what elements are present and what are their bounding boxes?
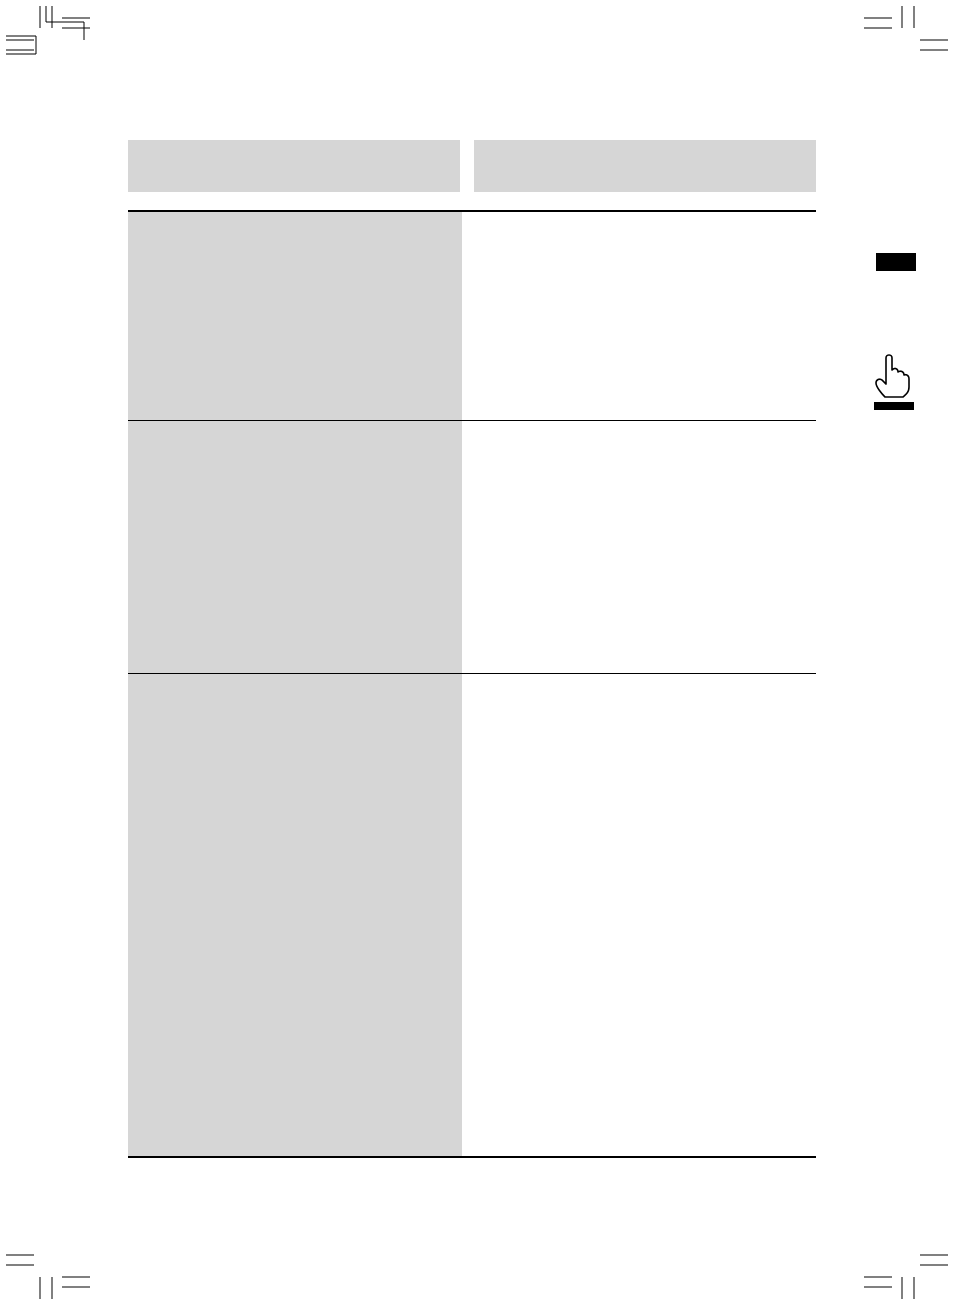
table-cell-left bbox=[128, 212, 462, 420]
hand-pointer-icon bbox=[872, 352, 916, 412]
table-cell-right bbox=[462, 212, 816, 420]
spec-table bbox=[128, 140, 816, 1158]
table-header-right bbox=[474, 140, 816, 192]
table-header-row bbox=[128, 140, 816, 192]
table-row bbox=[128, 674, 816, 1158]
table-header-left bbox=[128, 140, 460, 192]
side-tab-marker bbox=[876, 253, 916, 271]
page bbox=[0, 0, 954, 1305]
crop-mark-top-right bbox=[864, 6, 948, 66]
crop-mark-top-left bbox=[6, 6, 90, 66]
table-cell-left bbox=[128, 421, 462, 673]
table-row bbox=[128, 212, 816, 421]
table-cell-right bbox=[462, 674, 816, 1156]
crop-mark-bottom-right bbox=[864, 1239, 948, 1299]
table-row bbox=[128, 421, 816, 674]
table-cell-left bbox=[128, 674, 462, 1156]
table-cell-right bbox=[462, 421, 816, 673]
crop-mark-bottom-left bbox=[6, 1239, 90, 1299]
